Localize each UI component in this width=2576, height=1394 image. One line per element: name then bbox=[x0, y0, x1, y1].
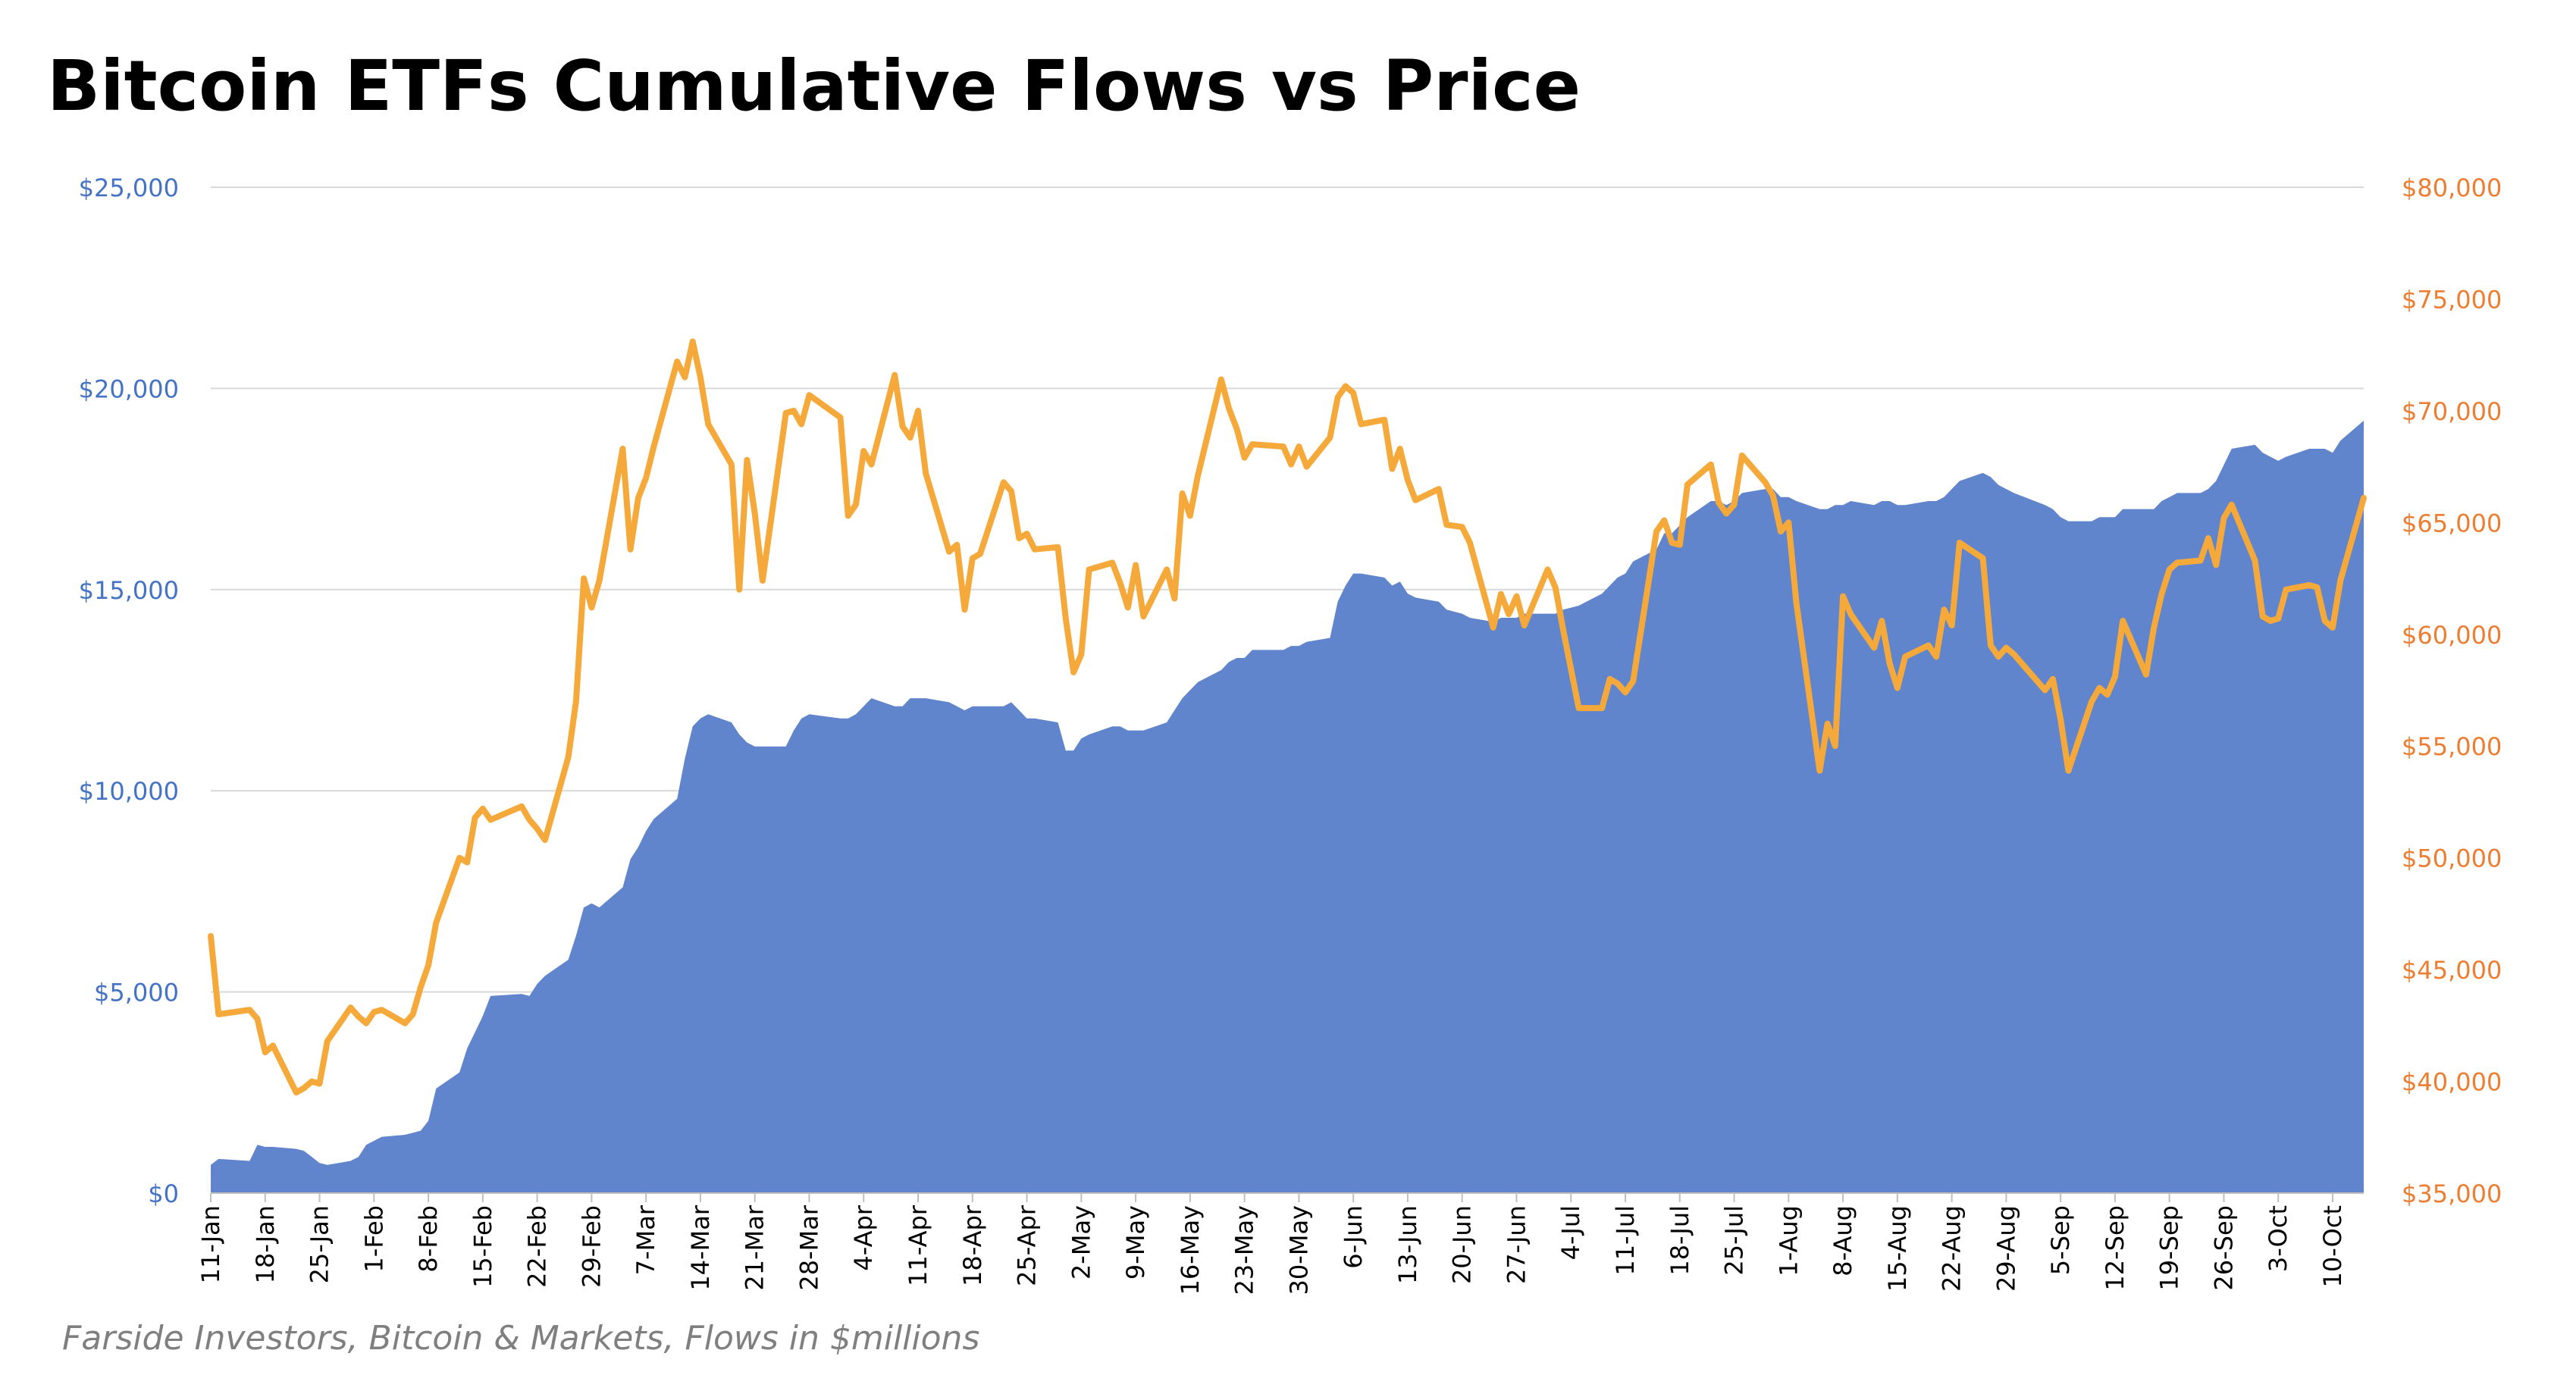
x-axis-tick-label: 19-Sep bbox=[2155, 1205, 2184, 1291]
x-axis-tick-label: 4-Jul bbox=[1556, 1205, 1585, 1260]
x-axis-tick-label: 6-Jun bbox=[1339, 1205, 1368, 1269]
x-axis-tick-label: 25-Jan bbox=[306, 1205, 334, 1283]
x-axis-tick-label: 8-Feb bbox=[414, 1205, 443, 1273]
x-axis-tick-label: 15-Feb bbox=[469, 1205, 497, 1288]
x-axis-tick-label: 22-Aug bbox=[1938, 1205, 1966, 1292]
x-axis-tick-label: 11-Apr bbox=[904, 1204, 932, 1286]
x-axis-tick-label: 8-Aug bbox=[1829, 1205, 1857, 1277]
right-axis-tick-label: $45,000 bbox=[2402, 956, 2502, 985]
price-line bbox=[208, 338, 2367, 1096]
x-axis-tick-label: 26-Sep bbox=[2210, 1205, 2239, 1291]
x-axis-tick-label: 15-Aug bbox=[1883, 1205, 1912, 1292]
right-axis-tick-label: $65,000 bbox=[2402, 509, 2502, 537]
x-axis-tick-label: 9-May bbox=[1121, 1205, 1150, 1280]
x-axis-ticks: 11-Jan 18-Jan 25-Jan 1-Feb 8-Feb 15-Feb 22-Feb… bbox=[196, 1204, 2347, 1295]
right-axis-tick-label: $40,000 bbox=[2402, 1068, 2502, 1097]
right-axis-tick-label: $80,000 bbox=[2402, 174, 2502, 202]
x-axis-tick-label: 16-May bbox=[1176, 1205, 1205, 1295]
x-axis-tick-label: 1-Aug bbox=[1774, 1205, 1803, 1277]
x-axis-tick-label: 27-Jun bbox=[1503, 1205, 1531, 1284]
left-axis-tick-label: $0 bbox=[148, 1179, 179, 1208]
right-axis-tick-label: $50,000 bbox=[2402, 844, 2502, 873]
right-axis-tick-label: $75,000 bbox=[2402, 285, 2502, 314]
x-axis-tick-label: 11-Jul bbox=[1611, 1205, 1640, 1276]
left-axis-tick-label: $15,000 bbox=[79, 576, 179, 605]
left-axis-tick-label: $25,000 bbox=[79, 174, 179, 202]
x-axis-tick-label: 7-Mar bbox=[631, 1204, 660, 1275]
x-axis-tick-label: 11-Jan bbox=[196, 1205, 225, 1283]
left-axis-ticks: $0 $5,000 $10,000 $15,000 $20,000 $25,000 bbox=[79, 174, 179, 1208]
x-axis-tick-label: 5-Sep bbox=[2046, 1205, 2075, 1275]
x-axis-tick-label: 25-Jul bbox=[1720, 1205, 1749, 1276]
x-axis-tick-label: 18-Jan bbox=[251, 1205, 280, 1283]
x-axis-tick-label: 4-Apr bbox=[849, 1204, 878, 1270]
x-axis-tick-label: 29-Feb bbox=[577, 1205, 606, 1288]
x-axis-tick-label: 14-Mar bbox=[686, 1204, 715, 1290]
x-axis-tick-label: 28-Mar bbox=[795, 1204, 824, 1290]
x-axis-tick-label: 21-Mar bbox=[741, 1204, 769, 1290]
x-axis-tick-label: 18-Apr bbox=[958, 1204, 987, 1286]
source-note: Farside Investors, Bitcoin & Markets, Fl… bbox=[62, 1319, 980, 1358]
right-axis-ticks: $35,000 $40,000 $45,000 $50,000 $55,000 $60,0… bbox=[2402, 174, 2502, 1208]
right-axis-tick-label: $35,000 bbox=[2402, 1179, 2502, 1208]
x-axis-tick-label: 29-Aug bbox=[1992, 1205, 2020, 1292]
left-axis-tick-label: $5,000 bbox=[94, 979, 179, 1007]
x-axis-tick-label: 30-May bbox=[1284, 1205, 1313, 1295]
x-axis-tick-label: 12-Sep bbox=[2101, 1205, 2129, 1291]
x-axis-tick-label: 13-Jun bbox=[1393, 1205, 1422, 1284]
cumulative-flows-area bbox=[211, 420, 2364, 1193]
x-axis-tick-label: 20-Jun bbox=[1448, 1205, 1477, 1284]
left-axis-tick-label: $10,000 bbox=[79, 777, 179, 806]
x-axis-tick-label: 23-May bbox=[1230, 1205, 1259, 1295]
x-axis-tick-label: 22-Feb bbox=[523, 1205, 552, 1288]
flows-area-path bbox=[211, 420, 2364, 1193]
right-axis-tick-label: $55,000 bbox=[2402, 732, 2502, 761]
right-axis-tick-label: $60,000 bbox=[2402, 621, 2502, 650]
x-axis-tick-label: 18-Jul bbox=[1666, 1205, 1694, 1276]
x-axis-tick-label: 2-May bbox=[1067, 1205, 1095, 1280]
right-axis-tick-label: $70,000 bbox=[2402, 397, 2502, 426]
axes bbox=[210, 1192, 2364, 1202]
left-axis-tick-label: $20,000 bbox=[79, 374, 179, 403]
page-title: Bitcoin ETFs Cumulative Flows vs Price bbox=[47, 45, 1581, 127]
price-line-path bbox=[208, 338, 2367, 1096]
x-axis-tick-label: 1-Feb bbox=[359, 1205, 388, 1273]
x-axis-tick-label: 3-Oct bbox=[2264, 1205, 2292, 1272]
x-axis-tick-label: 10-Oct bbox=[2318, 1205, 2347, 1287]
x-axis-tick-label: 25-Apr bbox=[1013, 1204, 1042, 1286]
